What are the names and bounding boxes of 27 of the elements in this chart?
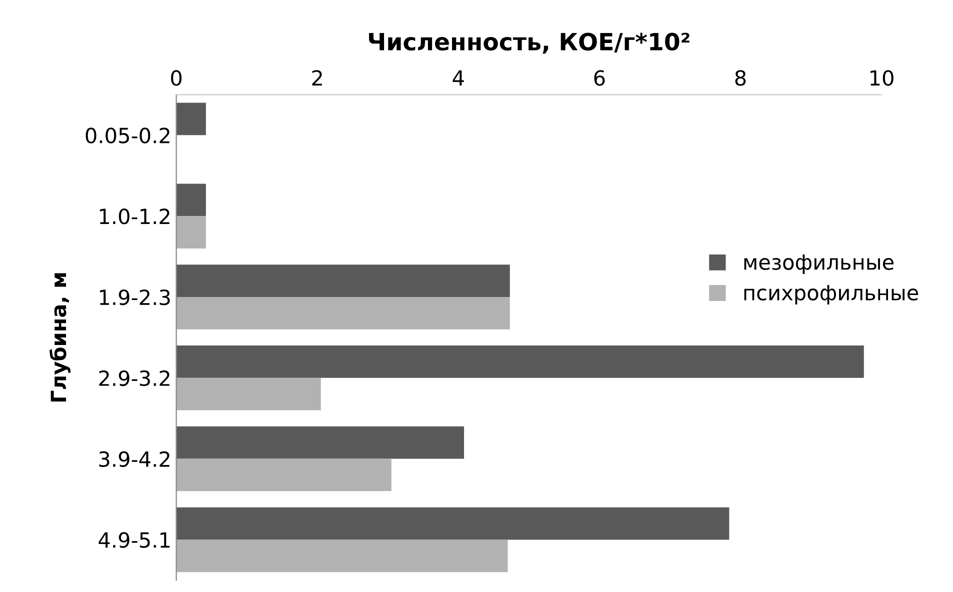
x-tick-label: 10 xyxy=(870,70,894,86)
bar xyxy=(176,346,864,378)
bar xyxy=(176,507,730,540)
y-axis-title: Глубина, м xyxy=(50,273,71,402)
x-tick-label: 0 xyxy=(171,70,182,86)
legend-label: психрофильные xyxy=(744,285,918,305)
y-tick-label: 1.0-1.2 xyxy=(100,208,170,224)
bar xyxy=(176,378,321,410)
bar xyxy=(176,458,392,492)
x-tick-label: 8 xyxy=(735,70,746,86)
y-tick-label: 0.05-0.2 xyxy=(86,128,170,144)
x-tick-label: 4 xyxy=(452,70,464,86)
y-tick-label: 4.9-5.1 xyxy=(98,532,170,548)
bar xyxy=(176,216,206,248)
bar xyxy=(176,102,206,136)
x-tick-label: 6 xyxy=(594,70,605,86)
y-tick-label: 1.9-2.3 xyxy=(100,289,170,306)
y-tick-label: 3.9-4.2 xyxy=(99,451,170,468)
y-tick-label: 2.9-3.2 xyxy=(99,370,170,386)
bar xyxy=(176,296,510,330)
bar xyxy=(176,264,510,297)
bar xyxy=(176,426,464,459)
bar xyxy=(176,540,508,572)
x-tick-label: 2 xyxy=(312,70,322,86)
x-axis-title: Численность, КОЕ/г*10² xyxy=(369,32,690,54)
legend-label: мезофильные xyxy=(744,254,894,274)
bar xyxy=(176,184,206,216)
